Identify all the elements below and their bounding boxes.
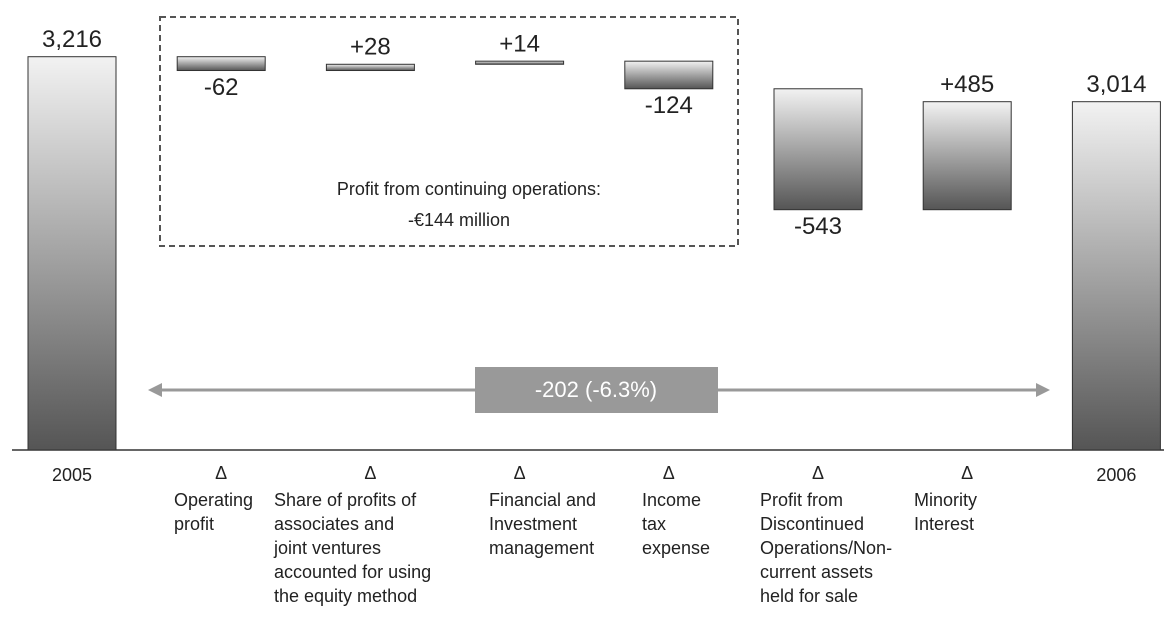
delta-marker: Δ bbox=[812, 463, 824, 483]
x-tick-label: 2005 bbox=[52, 465, 92, 485]
box-annotation: Profit from continuing operations: bbox=[337, 179, 601, 199]
delta-marker: Δ bbox=[364, 463, 376, 483]
bar bbox=[922, 101, 1012, 211]
value-label: -124 bbox=[645, 92, 693, 119]
delta-marker: Δ bbox=[961, 463, 973, 483]
value-label: +14 bbox=[499, 31, 540, 58]
box-annotation: -€144 million bbox=[408, 210, 510, 230]
delta-marker: Δ bbox=[215, 463, 227, 483]
bar bbox=[1071, 101, 1161, 451]
value-label: -543 bbox=[794, 213, 842, 240]
x-tick-label: Income tax expense bbox=[642, 490, 711, 558]
x-tick-label: Financial and Investment management bbox=[489, 490, 597, 558]
x-tick-label: Share of profits of associates and joint… bbox=[274, 490, 432, 606]
value-label: -62 bbox=[204, 74, 239, 101]
bar bbox=[27, 56, 117, 451]
arrow-head bbox=[1036, 383, 1050, 397]
value-label: 3,014 bbox=[1086, 71, 1146, 98]
delta-marker: Δ bbox=[514, 463, 526, 483]
value-label: +28 bbox=[350, 34, 391, 61]
change-label: -202 (-6.3%) bbox=[535, 377, 657, 402]
x-tick-label: Minority Interest bbox=[914, 490, 978, 534]
x-tick-label: Profit from Discontinued Operations/Non-… bbox=[760, 490, 893, 606]
bar bbox=[176, 56, 266, 72]
bar bbox=[475, 60, 565, 65]
x-tick-label: 2006 bbox=[1096, 465, 1136, 485]
bar bbox=[325, 63, 415, 72]
x-tick-label: Operating profit bbox=[174, 490, 254, 534]
group-box bbox=[159, 16, 739, 247]
delta-marker: Δ bbox=[663, 463, 675, 483]
value-label: +485 bbox=[940, 71, 994, 98]
change-box bbox=[475, 367, 718, 413]
arrow-head bbox=[148, 383, 162, 397]
bar bbox=[624, 60, 714, 90]
bar bbox=[773, 88, 863, 211]
value-label: 3,216 bbox=[42, 26, 102, 53]
